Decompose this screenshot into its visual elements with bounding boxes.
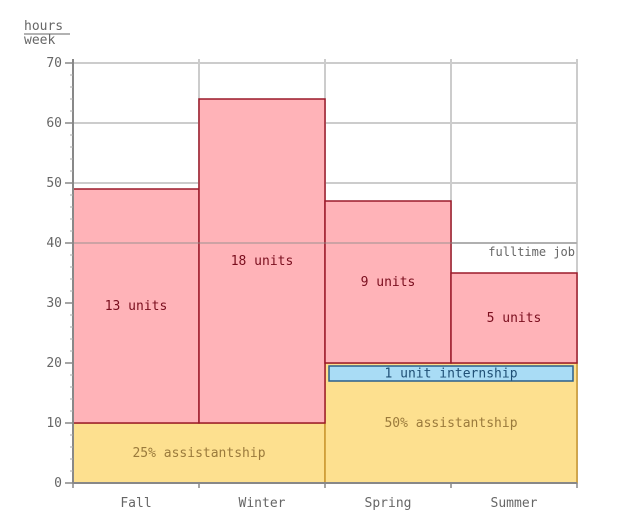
coursework-bar	[72, 188, 200, 424]
assistantship-label: 25% assistantship	[132, 446, 265, 461]
reference-line-group: fulltime job	[73, 242, 577, 259]
coursework-bar	[198, 98, 326, 424]
y-tick-label: 10	[46, 416, 62, 431]
axes: 0 10 20 30 40 50 60 70 Fall Winter Spring Summer	[46, 56, 578, 511]
x-category-label: Winter	[239, 496, 286, 511]
y-axis-label-top: hours	[24, 19, 63, 34]
y-tick-label: 40	[46, 236, 62, 251]
y-tick-label: 50	[46, 176, 62, 191]
y-tick-label: 70	[46, 56, 62, 71]
y-tick-label: 20	[46, 356, 62, 371]
y-tick-label: 60	[46, 116, 62, 131]
assistantship-block	[72, 422, 326, 484]
x-category-label: Summer	[491, 496, 538, 511]
coursework-bar	[324, 200, 452, 364]
y-axis-label-bottom: week	[24, 33, 55, 48]
coursework-bars	[72, 98, 578, 424]
coursework-bar	[450, 272, 578, 364]
y-tick-label: 0	[54, 476, 62, 491]
x-category-label: Spring	[365, 496, 412, 511]
coursework-label: 13 units	[105, 299, 168, 314]
internship-label: 1 unit internship	[384, 367, 517, 382]
assistantship-block	[324, 362, 578, 484]
x-category-label: Fall	[120, 496, 151, 511]
bar-labels: 25% assistantship 50% assistantship 13 uni…	[105, 254, 542, 461]
reference-line-label: fulltime job	[488, 245, 575, 259]
coursework-label: 9 units	[361, 275, 416, 290]
assistantship-label: 50% assistantship	[384, 416, 517, 431]
coursework-label: 5 units	[487, 311, 542, 326]
internship-group: 1 unit internship	[328, 365, 574, 382]
assistantship-blocks	[72, 362, 578, 484]
coursework-label: 18 units	[231, 254, 294, 269]
y-tick-label: 30	[46, 296, 62, 311]
internship-box	[328, 365, 574, 382]
